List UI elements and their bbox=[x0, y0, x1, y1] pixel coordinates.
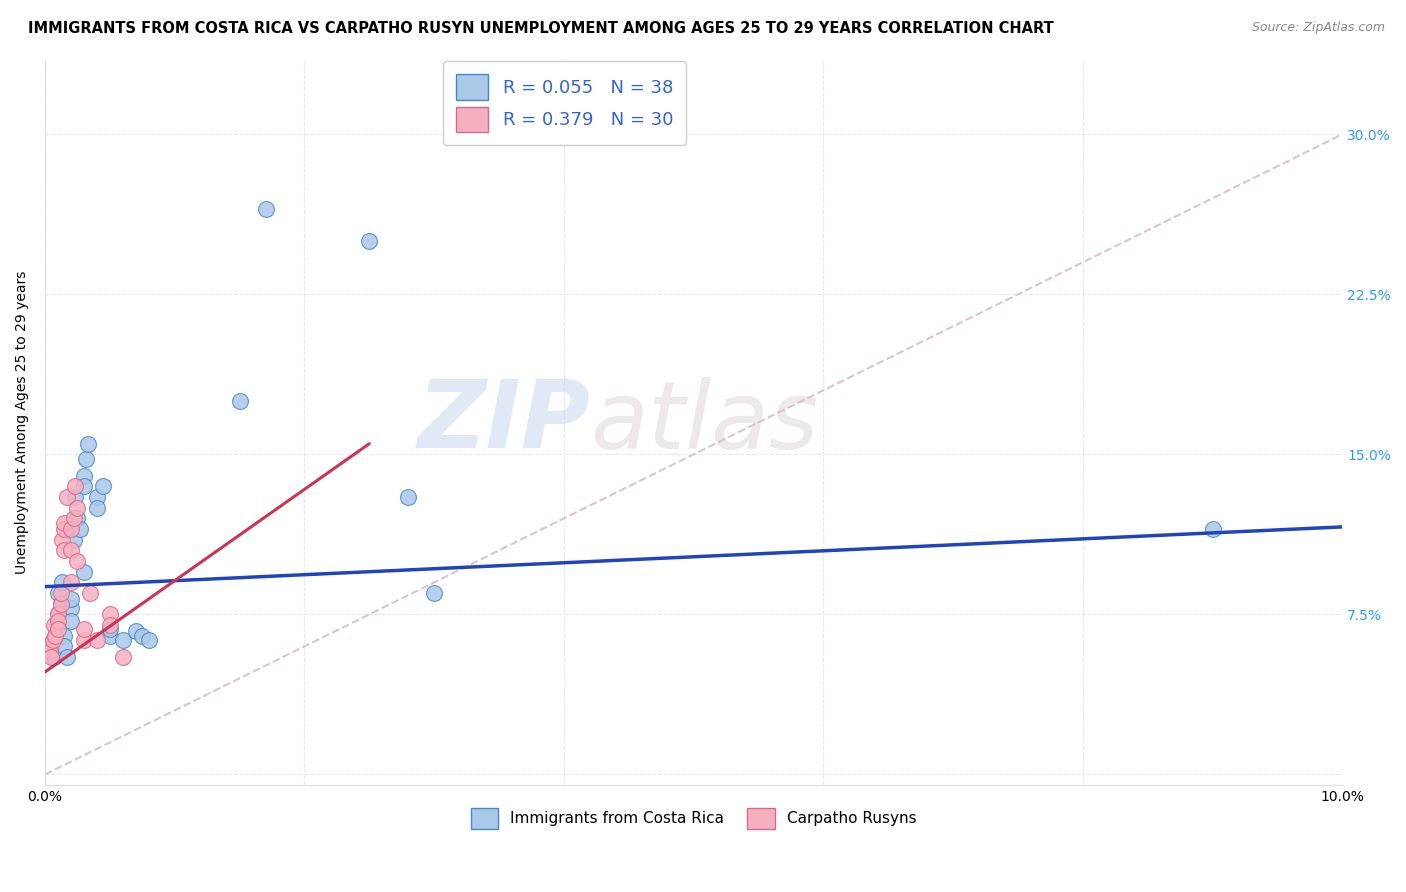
Point bbox=[63, 479, 86, 493]
Point bbox=[63, 490, 86, 504]
Point bbox=[423, 586, 446, 600]
Point bbox=[53, 629, 76, 643]
Text: Source: ZipAtlas.com: Source: ZipAtlas.com bbox=[1251, 21, 1385, 34]
Point bbox=[1201, 522, 1223, 536]
Point bbox=[46, 623, 69, 637]
Text: IMMIGRANTS FROM COSTA RICA VS CARPATHO RUSYN UNEMPLOYMENT AMONG AGES 25 TO 29 YE: IMMIGRANTS FROM COSTA RICA VS CARPATHO R… bbox=[28, 21, 1054, 36]
Point bbox=[98, 623, 121, 637]
Point bbox=[62, 533, 84, 547]
Point bbox=[62, 511, 84, 525]
Point bbox=[73, 632, 96, 647]
Point bbox=[59, 601, 82, 615]
Point bbox=[59, 614, 82, 628]
Point bbox=[138, 632, 160, 647]
Point bbox=[86, 632, 108, 647]
Point bbox=[42, 632, 65, 647]
Point bbox=[53, 543, 76, 558]
Point bbox=[228, 394, 250, 409]
Point bbox=[254, 202, 277, 216]
Point bbox=[46, 614, 69, 628]
Point bbox=[56, 490, 79, 504]
Point bbox=[69, 522, 91, 536]
Point bbox=[42, 618, 65, 632]
Point bbox=[98, 607, 121, 622]
Point bbox=[38, 640, 60, 654]
Point bbox=[42, 650, 65, 665]
Point bbox=[51, 533, 73, 547]
Legend: Immigrants from Costa Rica, Carpatho Rusyns: Immigrants from Costa Rica, Carpatho Rus… bbox=[464, 802, 922, 836]
Point bbox=[93, 479, 115, 493]
Point bbox=[396, 490, 419, 504]
Text: ZIP: ZIP bbox=[418, 376, 591, 468]
Point bbox=[59, 592, 82, 607]
Point bbox=[49, 586, 72, 600]
Point bbox=[53, 516, 76, 530]
Point bbox=[59, 543, 82, 558]
Point bbox=[46, 586, 69, 600]
Point bbox=[46, 607, 69, 622]
Point bbox=[39, 643, 62, 657]
Point bbox=[125, 624, 148, 639]
Point bbox=[111, 632, 134, 647]
Point bbox=[46, 618, 69, 632]
Point bbox=[79, 586, 101, 600]
Point bbox=[49, 597, 72, 611]
Point bbox=[41, 640, 63, 654]
Point bbox=[86, 490, 108, 504]
Point bbox=[44, 629, 66, 643]
Point bbox=[111, 650, 134, 665]
Point bbox=[66, 511, 89, 525]
Point bbox=[44, 629, 66, 643]
Point bbox=[51, 575, 73, 590]
Point bbox=[86, 500, 108, 515]
Point bbox=[66, 554, 89, 568]
Y-axis label: Unemployment Among Ages 25 to 29 years: Unemployment Among Ages 25 to 29 years bbox=[15, 270, 30, 574]
Point bbox=[66, 500, 89, 515]
Point bbox=[41, 650, 63, 665]
Text: atlas: atlas bbox=[591, 376, 818, 467]
Point bbox=[53, 640, 76, 654]
Point bbox=[98, 629, 121, 643]
Point bbox=[59, 522, 82, 536]
Point bbox=[131, 629, 153, 643]
Point bbox=[56, 650, 79, 665]
Point bbox=[73, 468, 96, 483]
Point bbox=[59, 575, 82, 590]
Point bbox=[73, 479, 96, 493]
Point bbox=[98, 618, 121, 632]
Point bbox=[73, 565, 96, 579]
Point bbox=[53, 522, 76, 536]
Point bbox=[359, 234, 381, 248]
Point bbox=[76, 436, 98, 450]
Point bbox=[76, 451, 98, 466]
Point bbox=[46, 607, 69, 622]
Point bbox=[73, 623, 96, 637]
Point bbox=[49, 597, 72, 611]
